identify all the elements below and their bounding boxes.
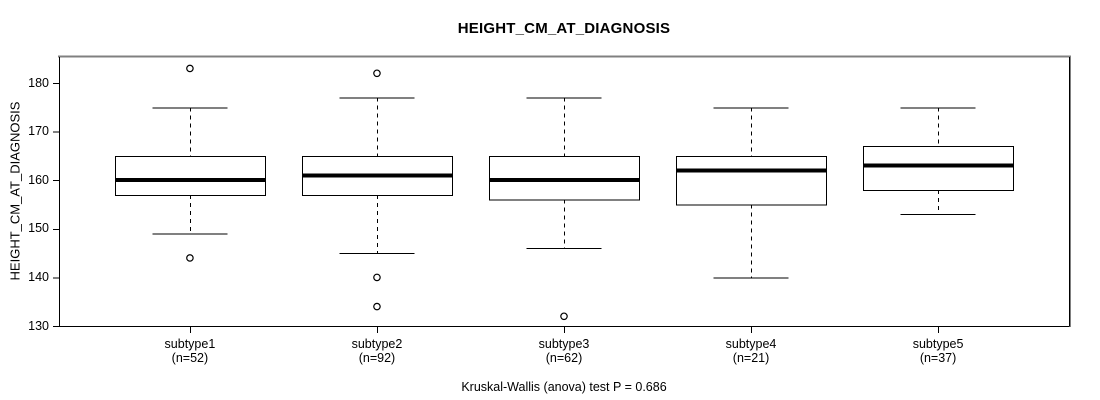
group-name-label: subtype3 xyxy=(538,337,590,351)
x-axis-group-label: subtype3 (n=62) xyxy=(494,337,634,365)
y-axis-tick-label: 180 xyxy=(28,75,49,90)
group-name-label: subtype4 xyxy=(725,337,777,351)
outlier-point xyxy=(373,273,381,282)
chart-title: HEIGHT_CM_AT_DIAGNOSIS xyxy=(457,20,671,37)
iqr-box xyxy=(114,155,266,196)
group-n-label: (n=92) xyxy=(358,351,396,365)
y-axis-tick-label: 160 xyxy=(28,172,49,187)
group-n-label: (n=21) xyxy=(732,351,770,365)
x-axis-group-label: subtype2 (n=92) xyxy=(307,337,447,365)
x-axis-group-label: subtype5 (n=37) xyxy=(868,337,1008,365)
iqr-box xyxy=(676,155,828,206)
outlier-point xyxy=(186,254,194,262)
footer-stat-text: Kruskal-Wallis (anova) test P = 0.686 xyxy=(461,380,667,394)
group-name-label: subtype2 xyxy=(351,337,403,351)
group-n-label: (n=62) xyxy=(545,351,583,365)
group-name-label: subtype5 xyxy=(912,337,964,351)
group-n-label: (n=37) xyxy=(919,351,957,365)
y-axis-tick-label: 130 xyxy=(28,318,49,333)
group-name-label: subtype1 xyxy=(164,337,216,351)
y-axis-tick-label: 170 xyxy=(28,124,49,139)
outlier-point xyxy=(373,302,381,311)
y-axis-tick-label: 150 xyxy=(28,221,49,236)
group-n-label: (n=52) xyxy=(171,351,209,365)
x-axis-group-label: subtype1 (n=52) xyxy=(120,337,260,365)
x-axis-group-label: subtype4 (n=21) xyxy=(681,337,821,365)
iqr-box xyxy=(863,146,1015,191)
outlier-point xyxy=(560,312,568,321)
y-axis-tick-label: 140 xyxy=(28,269,49,284)
outlier-point xyxy=(373,69,381,78)
outlier-point xyxy=(186,64,194,73)
